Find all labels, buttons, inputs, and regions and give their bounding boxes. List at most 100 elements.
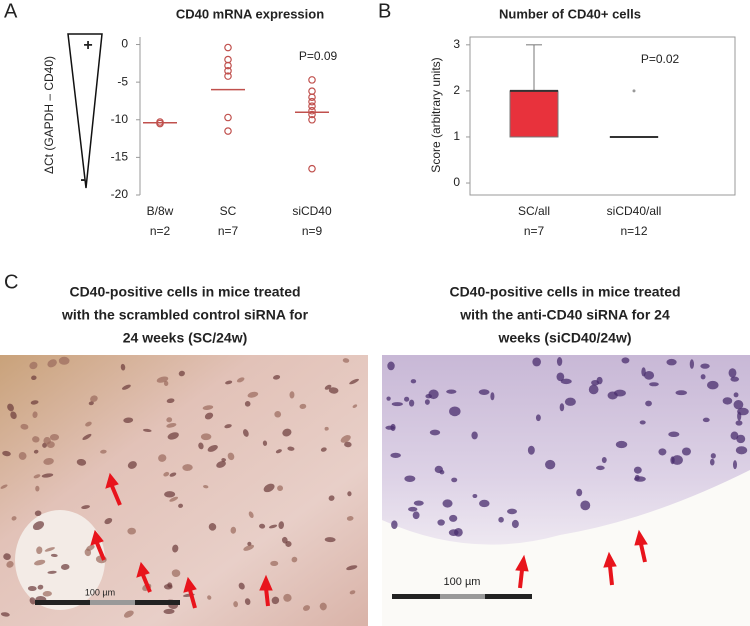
nucleus: [429, 429, 441, 436]
nucleus: [478, 389, 490, 395]
nucleus: [643, 371, 655, 380]
nucleus: [735, 446, 748, 455]
nucleus: [390, 452, 401, 458]
nucleus: [227, 452, 235, 461]
point: [224, 61, 232, 70]
nucleus: [166, 398, 175, 404]
nucleus: [707, 380, 719, 390]
y-tick-label: 3: [453, 37, 460, 51]
nucleus: [675, 390, 688, 396]
nucleus: [85, 421, 92, 427]
nucleus: [121, 384, 131, 390]
nucleus: [216, 461, 226, 468]
nucleus: [709, 458, 715, 466]
nucleus: [386, 396, 391, 401]
point: [308, 76, 316, 84]
nucleus: [32, 521, 45, 531]
empty-space: [382, 470, 750, 626]
nucleus: [702, 417, 710, 423]
nucleus: [666, 358, 677, 366]
nucleus: [50, 553, 58, 558]
nucleus: [47, 359, 57, 368]
nucleus: [169, 496, 179, 502]
nucleus: [44, 547, 55, 552]
nucleus: [340, 435, 351, 443]
nucleus: [404, 475, 416, 483]
nucleus: [735, 420, 743, 426]
nucleus: [728, 368, 737, 378]
nucleus: [203, 485, 209, 489]
nucleus: [3, 553, 11, 560]
nucleus: [233, 601, 239, 608]
y-tick-label: 0: [121, 37, 128, 51]
nucleus: [710, 453, 716, 459]
nucleus: [281, 536, 288, 544]
nucleus: [545, 459, 556, 470]
nucleus: [391, 402, 403, 407]
nucleus: [559, 403, 565, 412]
nucleus: [390, 423, 396, 432]
nucleus: [247, 391, 259, 398]
nucleus: [580, 500, 591, 511]
image-title: with the scrambled control siRNA for: [61, 307, 309, 323]
nucleus: [248, 511, 254, 518]
y-tick-label: -20: [111, 187, 129, 201]
nucleus: [576, 488, 583, 497]
nucleus: [387, 361, 395, 371]
nucleus: [225, 380, 233, 385]
nucleus: [352, 404, 358, 409]
point: [308, 102, 316, 111]
nucleus: [277, 485, 284, 492]
nucleus: [671, 455, 683, 465]
nucleus: [451, 477, 458, 483]
nucleus: [221, 458, 227, 462]
point: [156, 119, 164, 128]
nucleus: [645, 400, 652, 407]
nucleus: [722, 397, 733, 405]
nucleus: [324, 426, 329, 431]
nucleus: [86, 544, 95, 551]
nucleus: [472, 493, 478, 499]
point: [224, 43, 232, 52]
nucleus: [303, 605, 310, 611]
nucleus: [641, 367, 646, 377]
image-title: 24 weeks (SC/24w): [123, 330, 248, 346]
nucleus: [507, 508, 517, 515]
scale-high: +: [83, 37, 92, 54]
nucleus: [621, 357, 630, 364]
nucleus: [670, 456, 675, 465]
nucleus: [42, 590, 52, 597]
nucleus: [532, 357, 542, 367]
nucleus: [29, 361, 38, 370]
y-tick-label: 1: [453, 129, 460, 143]
nucleus: [123, 610, 134, 618]
nucleus: [158, 454, 167, 462]
nucleus: [424, 399, 430, 405]
nucleus: [282, 428, 292, 437]
arrows: [90, 472, 648, 609]
nucleus: [41, 473, 54, 478]
nucleus: [391, 520, 398, 530]
nucleus: [560, 378, 572, 385]
n-label: n=9: [302, 224, 323, 238]
nucleus: [319, 602, 327, 611]
nucleus: [732, 460, 738, 470]
nucleus: [479, 499, 490, 508]
nucleus: [182, 464, 193, 471]
nucleus: [171, 569, 181, 578]
y-tick-label: -5: [117, 74, 128, 88]
nucleus: [163, 380, 169, 386]
nucleus: [37, 584, 44, 590]
nucleus: [88, 401, 94, 406]
nucleus: [178, 503, 184, 508]
nucleus: [200, 433, 212, 441]
nucleus: [596, 465, 605, 471]
nucleus: [289, 391, 295, 399]
nucleus: [224, 424, 232, 429]
nucleus: [198, 442, 204, 450]
scale-label: 100 µm: [85, 587, 115, 597]
nucleus: [120, 363, 126, 371]
y-axis-label: ΔCt (GAPDH – CD40): [42, 56, 56, 174]
nucleus: [324, 537, 336, 543]
